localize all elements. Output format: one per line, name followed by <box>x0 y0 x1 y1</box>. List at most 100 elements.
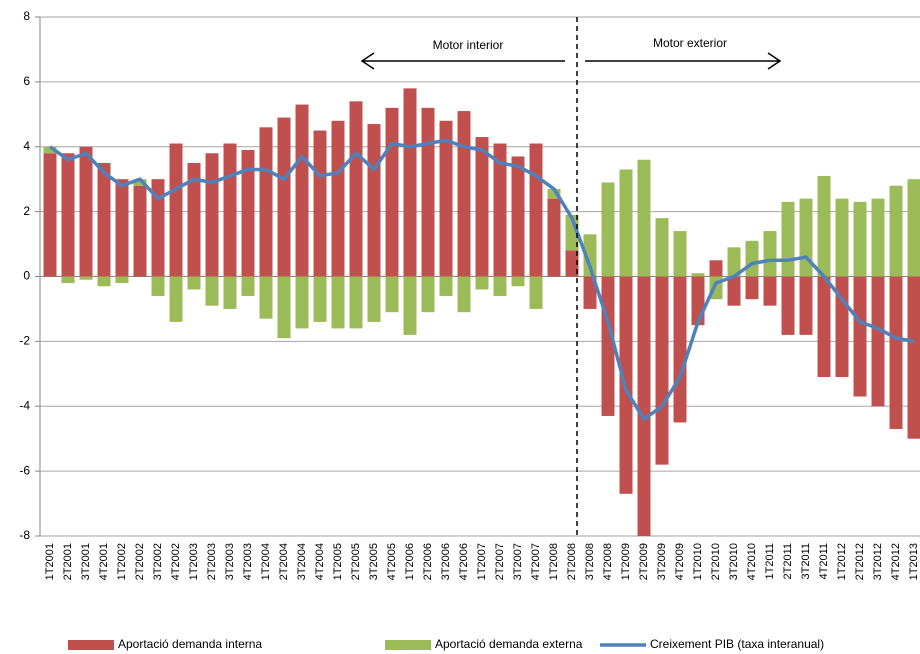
x-tick-label: 3T2004 <box>296 543 308 580</box>
legend-label: Creixement PIB (taxa interanual) <box>650 637 824 651</box>
bar <box>889 185 903 277</box>
x-tick-label: 3T2001 <box>80 543 92 580</box>
bar <box>43 146 57 154</box>
bar <box>511 156 525 277</box>
bar <box>709 260 723 277</box>
bar <box>673 231 687 277</box>
bar <box>61 276 75 283</box>
bar <box>673 276 687 423</box>
x-tick-label: 2T2010 <box>710 543 722 580</box>
x-tick-label: 3T2012 <box>872 543 884 580</box>
bar <box>745 276 759 300</box>
bar <box>79 146 93 277</box>
bar <box>331 120 345 277</box>
bar <box>115 276 129 283</box>
x-tick-label: 3T2009 <box>656 543 668 580</box>
x-tick-label: 2T2007 <box>494 543 506 580</box>
bar <box>493 143 507 277</box>
bar <box>403 276 417 335</box>
bar <box>169 276 183 322</box>
x-tick-label: 2T2002 <box>134 543 146 580</box>
bar <box>853 276 867 397</box>
bar <box>403 88 417 277</box>
x-tick-label: 1T2003 <box>188 543 200 580</box>
x-tick-label: 4T2003 <box>242 543 254 580</box>
bar <box>385 107 399 277</box>
bar <box>349 101 363 277</box>
bar <box>169 143 183 277</box>
bar <box>187 162 201 277</box>
x-tick-label: 1T2004 <box>260 543 272 580</box>
bar <box>529 143 543 277</box>
bar <box>907 179 920 277</box>
bar <box>871 198 885 277</box>
x-tick-label: 1T2006 <box>404 543 416 580</box>
x-tick-label: 4T2005 <box>386 543 398 580</box>
bar <box>493 276 507 296</box>
y-tick-label: -6 <box>19 463 30 477</box>
bar <box>691 273 705 277</box>
x-tick-label: 1T2005 <box>332 543 344 580</box>
line <box>48 138 915 421</box>
legend-swatch <box>385 640 431 650</box>
overlay: Motor interior Motor exterior Aportació de… <box>68 17 824 651</box>
bar <box>853 201 867 277</box>
x-tick-label: 1T2002 <box>116 543 128 580</box>
arrow <box>585 52 782 70</box>
bar <box>601 182 615 277</box>
y-tick-label: 2 <box>23 204 30 218</box>
bars <box>43 88 920 536</box>
bar <box>565 250 579 277</box>
y-tick-label: 4 <box>23 139 30 153</box>
bar <box>259 127 273 277</box>
bar <box>331 276 345 329</box>
x-tick-label: 2T2005 <box>350 543 362 580</box>
bar <box>799 198 813 277</box>
bar <box>151 179 165 277</box>
bar <box>889 276 903 429</box>
x-tick-label: 1T2013 <box>908 543 920 580</box>
bar <box>835 198 849 277</box>
bar <box>439 120 453 277</box>
bar <box>295 276 309 329</box>
bar <box>583 276 597 309</box>
x-tick-label: 4T2008 <box>602 543 614 580</box>
arrow <box>360 52 565 70</box>
x-tick-label: 4T2001 <box>98 543 110 580</box>
bar <box>277 276 291 339</box>
bar <box>277 117 291 277</box>
bar <box>457 276 471 313</box>
x-tick-label: 2T2004 <box>278 543 290 580</box>
bar <box>223 276 237 309</box>
x-tick-label: 2T2003 <box>206 543 218 580</box>
bar <box>475 137 489 277</box>
bar <box>637 276 651 536</box>
bar <box>367 124 381 277</box>
x-tick-label: 1T2007 <box>476 543 488 580</box>
bar <box>655 218 669 277</box>
bar <box>763 231 777 277</box>
bar <box>637 159 651 277</box>
bar <box>241 276 255 296</box>
annotation: Motor interior <box>433 38 504 52</box>
bar <box>133 185 147 277</box>
x-tick-label: 3T2008 <box>584 543 596 580</box>
legend-label: Aportació demanda interna <box>118 637 262 651</box>
x-tick-label: 3T2005 <box>368 543 380 580</box>
bar <box>547 198 561 277</box>
x-tick-label: 4T2002 <box>170 543 182 580</box>
bar <box>97 276 111 287</box>
bar <box>781 201 795 277</box>
x-tick-label: 3T2007 <box>512 543 524 580</box>
bar <box>619 169 633 277</box>
y-tick-label: -8 <box>19 528 30 542</box>
bar <box>205 153 219 277</box>
bar <box>223 143 237 277</box>
x-tick-label: 2T2001 <box>62 543 74 580</box>
legend-label: Aportació demanda externa <box>435 637 583 651</box>
bar <box>763 276 777 306</box>
bar <box>817 276 831 378</box>
x-tick-label: 2T2011 <box>782 543 794 580</box>
y-tick-label: -2 <box>19 334 30 348</box>
x-tick-label: 4T2011 <box>818 543 830 580</box>
